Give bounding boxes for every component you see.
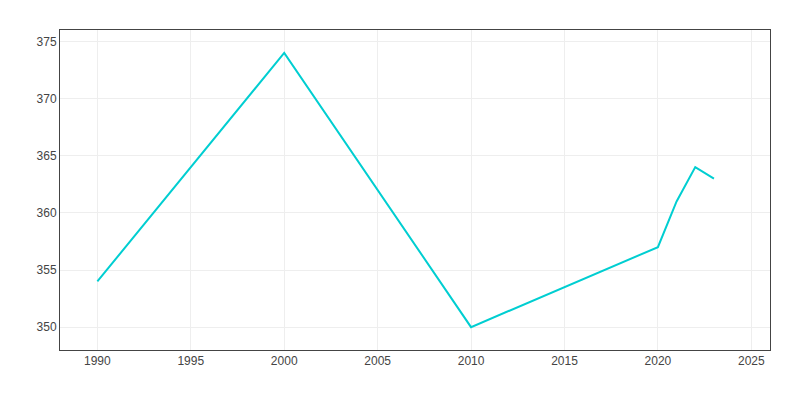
svg-text:355: 355 — [37, 263, 57, 277]
svg-text:2010: 2010 — [458, 354, 485, 368]
svg-text:2020: 2020 — [645, 354, 672, 368]
svg-text:365: 365 — [37, 149, 57, 163]
svg-text:360: 360 — [37, 206, 57, 220]
svg-text:2025: 2025 — [738, 354, 765, 368]
svg-text:370: 370 — [37, 92, 57, 106]
svg-text:2015: 2015 — [551, 354, 578, 368]
svg-text:2000: 2000 — [271, 354, 298, 368]
svg-text:1990: 1990 — [84, 354, 111, 368]
svg-text:2005: 2005 — [364, 354, 391, 368]
svg-text:375: 375 — [37, 35, 57, 49]
svg-text:350: 350 — [37, 320, 57, 334]
svg-text:1995: 1995 — [177, 354, 204, 368]
